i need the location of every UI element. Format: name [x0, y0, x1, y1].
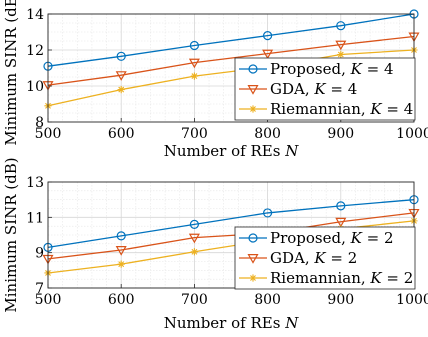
- x-tick-label: 600: [108, 126, 135, 142]
- y-tick-label: 14: [26, 7, 44, 23]
- x-tick-label: 900: [327, 292, 354, 308]
- y-axis-label: Minimum SINR (dB): [2, 0, 20, 146]
- y-tick-label: 13: [26, 175, 44, 191]
- legend-marker: [249, 105, 256, 112]
- legend: Proposed, K = 4 GDA, K = 4 Riemannian, K =…: [235, 58, 415, 120]
- data-point: [118, 86, 125, 93]
- legend-label: Riemannian, K = 4: [270, 100, 413, 118]
- y-tick-label: 9: [35, 246, 44, 262]
- legend-label: Proposed, K = 2: [270, 229, 394, 247]
- x-tick-label: 900: [327, 126, 354, 142]
- legend: Proposed, K = 2 GDA, K = 2 Riemannian, K =…: [235, 227, 415, 289]
- legend-label: Riemannian, K = 2: [270, 269, 413, 287]
- x-tick-label: 1000: [396, 126, 428, 142]
- x-axis-label: Number of REs N: [164, 142, 300, 160]
- x-axis-label: Number of REs N: [164, 314, 300, 332]
- x-tick-label: 800: [254, 126, 281, 142]
- data-point: [191, 73, 198, 80]
- y-tick-label: 11: [26, 210, 44, 226]
- data-point: [118, 261, 125, 268]
- y-tick-label: 10: [26, 79, 44, 95]
- x-tick-label: 600: [108, 292, 135, 308]
- y-tick-label: 8: [35, 115, 44, 131]
- x-tick-label: 700: [181, 292, 208, 308]
- legend-label: GDA, K = 4: [270, 80, 357, 98]
- data-point: [191, 248, 198, 255]
- x-tick-label: 700: [181, 126, 208, 142]
- data-point: [337, 51, 344, 58]
- legend-label: GDA, K = 2: [270, 249, 357, 267]
- x-tick-label: 800: [254, 292, 281, 308]
- legend-marker: [249, 274, 256, 281]
- y-tick-label: 7: [35, 281, 44, 297]
- x-tick-label: 1000: [396, 292, 428, 308]
- y-axis-label: Minimum SINR (dB): [2, 157, 20, 312]
- y-tick-label: 12: [26, 43, 44, 59]
- legend-label: Proposed, K = 4: [270, 60, 394, 78]
